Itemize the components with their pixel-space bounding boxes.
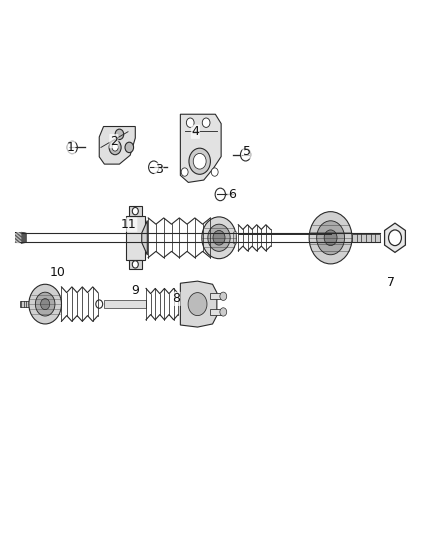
- Bar: [210, 309, 223, 315]
- Text: 7: 7: [387, 276, 395, 289]
- Bar: [352, 233, 380, 242]
- Circle shape: [389, 230, 401, 246]
- Polygon shape: [129, 206, 142, 216]
- Bar: [15, 232, 22, 244]
- Text: 1: 1: [67, 141, 75, 154]
- Circle shape: [189, 148, 210, 174]
- Circle shape: [112, 144, 118, 151]
- Circle shape: [208, 224, 230, 252]
- Bar: [210, 293, 223, 300]
- Circle shape: [324, 230, 337, 246]
- Text: 5: 5: [243, 145, 251, 158]
- Circle shape: [109, 140, 121, 155]
- Circle shape: [29, 284, 61, 324]
- Text: 2: 2: [110, 135, 118, 148]
- Circle shape: [188, 293, 207, 316]
- Circle shape: [220, 308, 227, 316]
- Circle shape: [181, 168, 188, 176]
- Circle shape: [202, 217, 236, 259]
- Bar: [104, 301, 146, 308]
- Text: 4: 4: [191, 125, 199, 138]
- Text: 3: 3: [155, 164, 163, 176]
- Circle shape: [220, 292, 227, 301]
- Circle shape: [132, 261, 138, 268]
- Text: 11: 11: [121, 218, 137, 231]
- Circle shape: [211, 168, 218, 176]
- Circle shape: [187, 118, 194, 127]
- Polygon shape: [385, 223, 406, 253]
- Circle shape: [125, 142, 134, 152]
- Circle shape: [193, 154, 206, 169]
- Circle shape: [202, 118, 210, 127]
- Text: 10: 10: [50, 266, 66, 279]
- Polygon shape: [180, 281, 217, 327]
- Circle shape: [41, 298, 50, 310]
- Text: 9: 9: [131, 284, 139, 296]
- Circle shape: [132, 207, 138, 215]
- Polygon shape: [180, 114, 221, 182]
- Text: 8: 8: [172, 293, 180, 305]
- Polygon shape: [99, 126, 135, 164]
- Circle shape: [213, 230, 225, 245]
- Polygon shape: [129, 260, 142, 269]
- Polygon shape: [233, 231, 236, 244]
- Circle shape: [309, 212, 352, 264]
- Bar: [20, 301, 30, 307]
- Polygon shape: [142, 221, 147, 255]
- Polygon shape: [126, 216, 145, 260]
- Polygon shape: [21, 232, 26, 244]
- Circle shape: [35, 292, 55, 316]
- Circle shape: [115, 129, 124, 140]
- Text: 6: 6: [228, 188, 236, 201]
- Circle shape: [317, 221, 345, 255]
